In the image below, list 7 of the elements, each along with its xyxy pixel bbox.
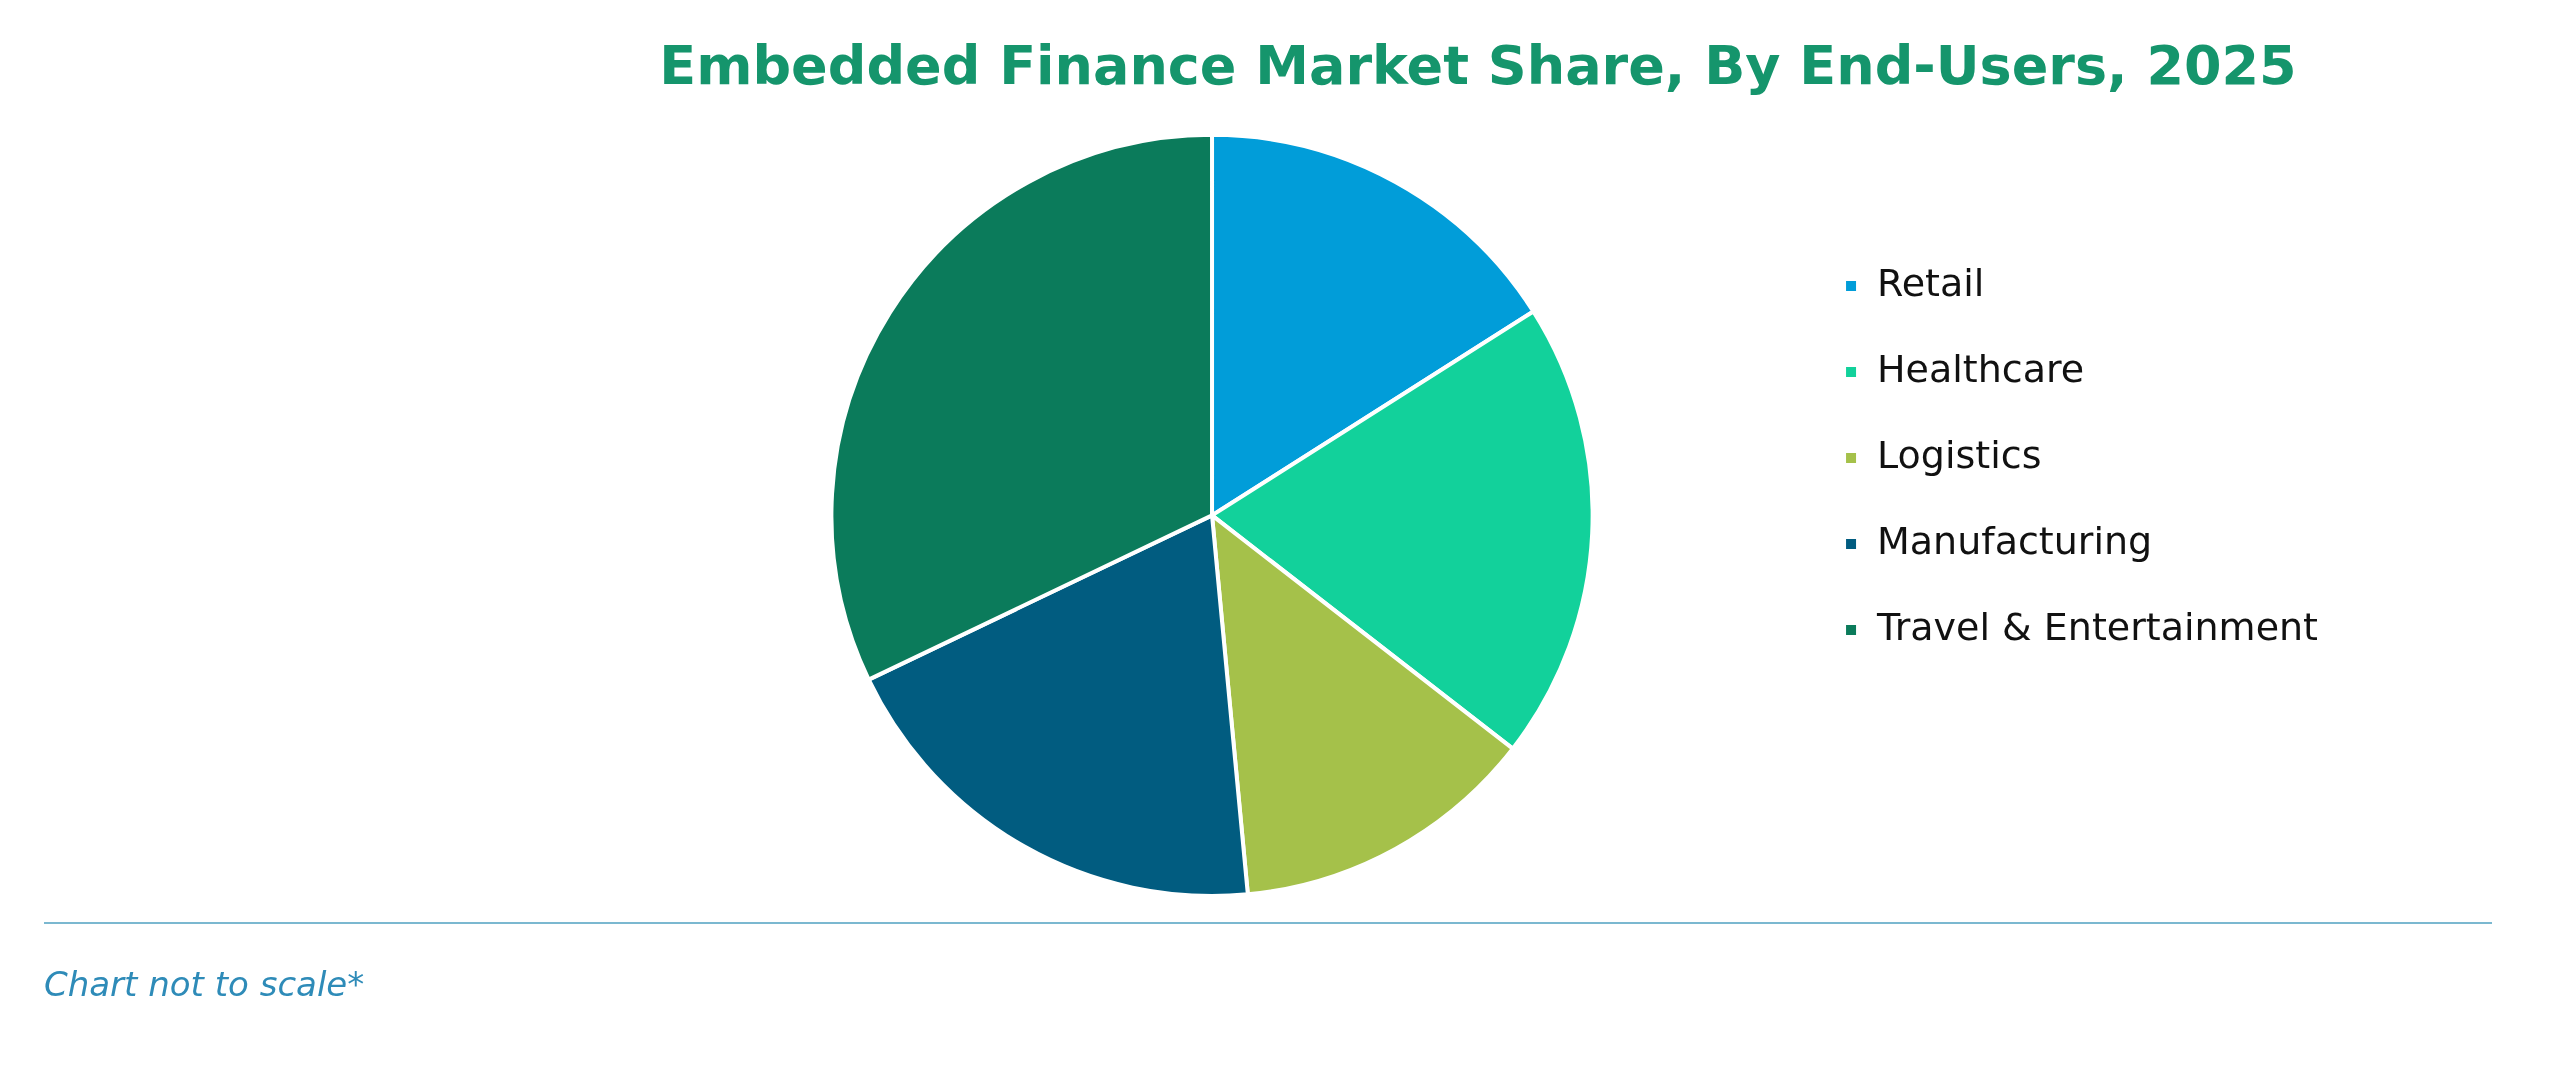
legend-label: Logistics bbox=[1877, 432, 2042, 477]
legend-label: Manufacturing bbox=[1877, 518, 2153, 563]
legend-label: Healthcare bbox=[1877, 346, 2085, 391]
chart-title: Embedded Finance Market Share, By End-Users, 2025 bbox=[659, 34, 2297, 98]
legend-label: Travel & Entertainment bbox=[1876, 604, 2318, 649]
legend-label: Retail bbox=[1877, 260, 1985, 305]
text: Chart not to scale* bbox=[44, 964, 366, 1004]
